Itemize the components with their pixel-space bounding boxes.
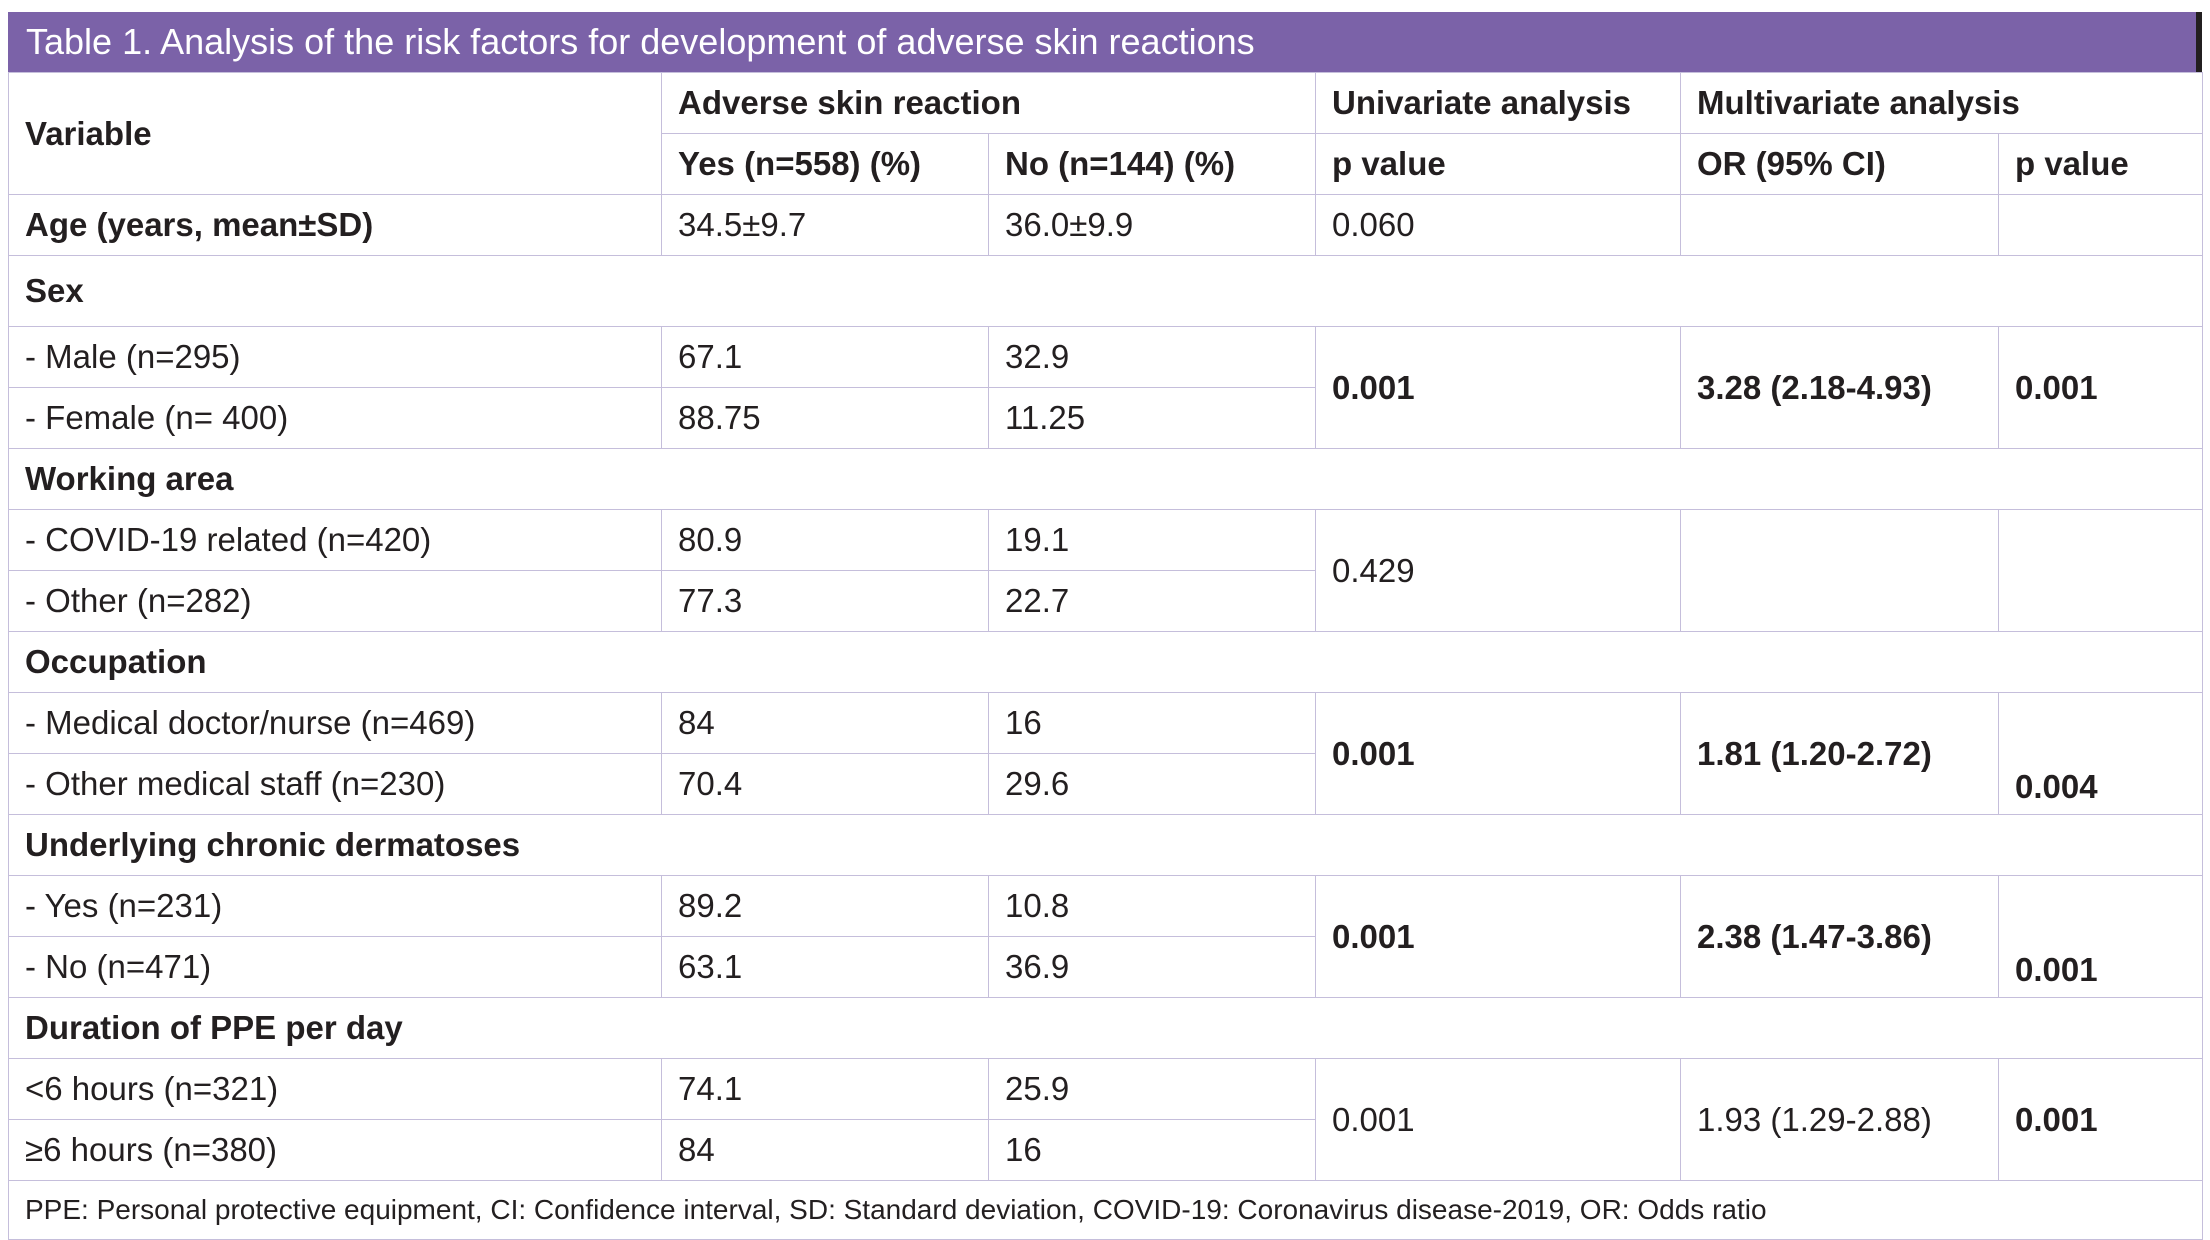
cell-p-uni: 0.429 (1315, 509, 1681, 632)
cell-no: 16 (988, 692, 1316, 754)
section-label: Duration of PPE per day (7, 997, 2204, 1059)
cell-no: 36.0±9.9 (988, 194, 1316, 256)
cell-p-multi: 0.001 (1997, 326, 2204, 449)
header-or: OR (95% CI) (1680, 133, 1999, 195)
cell-yes: 84 (661, 692, 989, 754)
cell-p-multi (1997, 194, 2204, 256)
table-row: - Yes (n=231) 89.2 10.8 0.001 2.38 (1.47… (8, 875, 2204, 998)
risk-factors-table: Variable Adverse skin reaction Univariat… (7, 72, 2204, 1240)
cell-yes: 63.1 (661, 936, 989, 998)
header-row-1: Variable Adverse skin reaction Univariat… (8, 72, 2204, 195)
row-label: - Other medical staff (n=230) (8, 753, 662, 815)
section-label: Occupation (7, 631, 2204, 693)
cell-p-uni: 0.060 (1315, 194, 1681, 256)
header-multivariate: Multivariate analysis (1679, 72, 2204, 134)
cell-yes: 88.75 (661, 387, 989, 449)
section-row: Sex (7, 255, 2204, 327)
cell-or: 3.28 (2.18-4.93) (1680, 326, 1999, 449)
section-label: Underlying chronic dermatoses (7, 814, 2204, 876)
cell-no: 29.6 (988, 753, 1316, 815)
cell-yes: 84 (661, 1119, 989, 1181)
row-label: - No (n=471) (8, 936, 662, 998)
table-row: - Male (n=295) 67.1 32.9 0.001 3.28 (2.1… (8, 326, 2204, 449)
header-univariate: Univariate analysis (1315, 72, 1681, 134)
header-yes: Yes (n=558) (%) (661, 133, 989, 195)
cell-yes: 34.5±9.7 (661, 194, 989, 256)
cell-or (1680, 194, 1999, 256)
cell-no: 11.25 (988, 387, 1316, 449)
table-row: ≥6 hours (n=380) 84 16 (8, 1119, 2203, 1181)
cell-yes: 80.9 (661, 509, 989, 571)
cell-no: 25.9 (988, 1058, 1316, 1120)
cell-yes: 70.4 (661, 753, 989, 815)
footnote-row: PPE: Personal protective equipment, CI: … (7, 1180, 2204, 1240)
cell-or: 1.93 (1.29-2.88) (1680, 1058, 1999, 1181)
section-row: Working area (7, 448, 2204, 510)
table-row: - No (n=471) 63.1 36.9 (8, 936, 2203, 998)
table-row: - Medical doctor/nurse (n=469) 84 16 0.0… (8, 692, 2204, 815)
cell-no: 22.7 (988, 570, 1316, 632)
header-no: No (n=144) (%) (988, 133, 1316, 195)
header-adverse-skin-reaction: Adverse skin reaction (661, 72, 1316, 134)
section-row: Underlying chronic dermatoses (7, 814, 2204, 876)
table-row: - Female (n= 400) 88.75 11.25 (8, 387, 2203, 449)
section-label: Working area (7, 448, 2204, 510)
table-row: - Other (n=282) 77.3 22.7 (8, 570, 2203, 632)
cell-p-uni: 0.001 (1315, 1058, 1681, 1181)
header-p-multi: p value (1997, 133, 2204, 195)
cell-yes: 74.1 (661, 1058, 989, 1120)
cell-yes: 89.2 (661, 875, 989, 937)
cell-or: 1.81 (1.20-2.72) (1680, 692, 1999, 815)
row-label: ≥6 hours (n=380) (8, 1119, 662, 1181)
row-label: - Medical doctor/nurse (n=469) (8, 692, 662, 754)
footnote: PPE: Personal protective equipment, CI: … (7, 1180, 2204, 1240)
cell-p-multi (1997, 509, 2204, 632)
cell-p-uni: 0.001 (1315, 326, 1681, 449)
section-row: Duration of PPE per day (7, 997, 2204, 1059)
table-title: Table 1. Analysis of the risk factors fo… (8, 12, 2202, 72)
cell-no: 32.9 (988, 326, 1316, 388)
cell-yes: 77.3 (661, 570, 989, 632)
row-label: <6 hours (n=321) (8, 1058, 662, 1120)
cell-or: 2.38 (1.47-3.86) (1680, 875, 1999, 998)
cell-no: 16 (988, 1119, 1316, 1181)
cell-no: 36.9 (988, 936, 1316, 998)
table-container: Table 1. Analysis of the risk factors fo… (7, 12, 2204, 1240)
table-row: Age (years, mean±SD) 34.5±9.7 36.0±9.9 0… (8, 194, 2204, 256)
cell-yes: 67.1 (661, 326, 989, 388)
cell-or (1680, 509, 1999, 632)
row-label: - Female (n= 400) (8, 387, 662, 449)
row-label: - Other (n=282) (8, 570, 662, 632)
row-label: - Yes (n=231) (8, 875, 662, 937)
section-row: Occupation (7, 631, 2204, 693)
header-variable: Variable (8, 72, 662, 195)
table-row: <6 hours (n=321) 74.1 25.9 0.001 1.93 (1… (8, 1058, 2204, 1181)
row-label: Age (years, mean±SD) (8, 194, 662, 256)
cell-p-multi: 0.004 (1997, 692, 2204, 815)
cell-p-uni: 0.001 (1315, 692, 1681, 815)
table-row: - COVID-19 related (n=420) 80.9 19.1 0.4… (8, 509, 2204, 632)
header-p-uni: p value (1315, 133, 1681, 195)
cell-p-uni: 0.001 (1315, 875, 1681, 998)
cell-no: 19.1 (988, 509, 1316, 571)
section-label: Sex (7, 255, 2204, 327)
row-label: - Male (n=295) (8, 326, 662, 388)
cell-p-multi: 0.001 (1997, 1058, 2204, 1181)
table-row: - Other medical staff (n=230) 70.4 29.6 (8, 753, 2203, 815)
cell-no: 10.8 (988, 875, 1316, 937)
cell-p-multi: 0.001 (1997, 875, 2204, 998)
row-label: - COVID-19 related (n=420) (8, 509, 662, 571)
